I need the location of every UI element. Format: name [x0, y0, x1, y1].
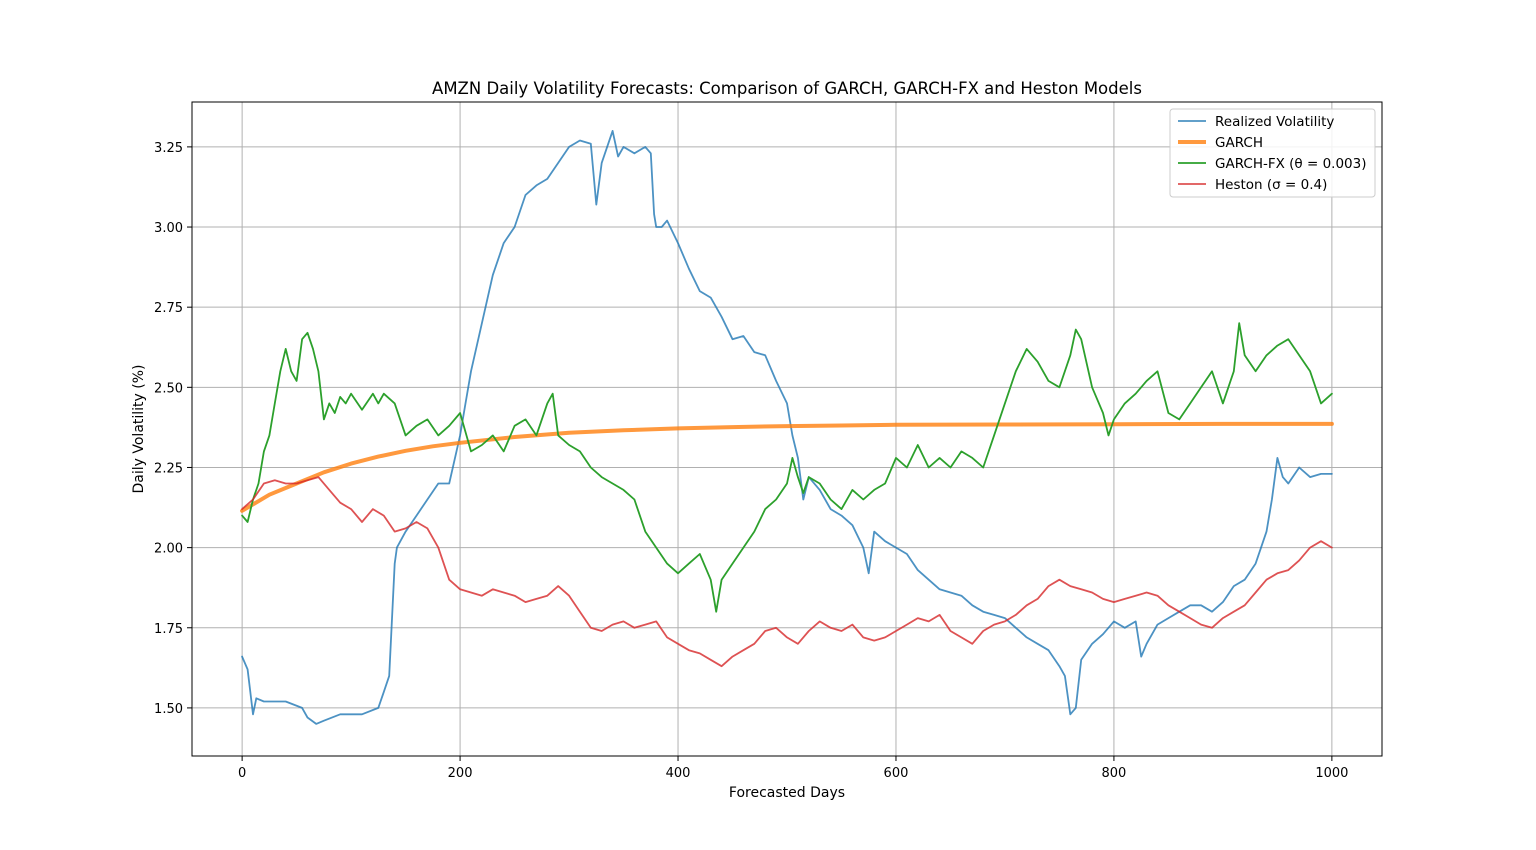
- y-tick-label: 2.50: [154, 381, 183, 396]
- y-tick-label: 2.75: [154, 301, 183, 316]
- y-axis-label: Daily Volatility (%): [131, 364, 147, 493]
- y-tick-label: 2.00: [154, 542, 183, 557]
- y-tick-label: 1.75: [154, 622, 183, 637]
- x-tick-label: 800: [1102, 766, 1127, 781]
- grid-lines: [192, 102, 1382, 756]
- series-line-garch-fx: [241, 322, 1333, 613]
- x-axis-label: Forecasted Days: [729, 785, 845, 801]
- legend-label-garch: GARCH: [1215, 135, 1263, 151]
- series-line-heston: [241, 476, 1333, 668]
- chart-title: AMZN Daily Volatility Forecasts: Compari…: [432, 79, 1142, 98]
- x-tick-label: 400: [666, 766, 691, 781]
- x-tick-label: 0: [238, 766, 246, 781]
- legend-label-realized-volatility: Realized Volatility: [1215, 114, 1334, 130]
- series-lines: [240, 129, 1334, 725]
- legend-label-garch-fx: GARCH-FX (θ = 0.003): [1215, 156, 1367, 172]
- series-line-garch: [240, 421, 1334, 513]
- x-tick-label: 1000: [1315, 766, 1348, 781]
- y-tick-label: 3.00: [154, 221, 183, 236]
- plot-frame: [191, 101, 1383, 757]
- x-tick-label: 200: [448, 766, 473, 781]
- y-tick-label: 1.50: [154, 702, 183, 717]
- y-tick-label: 3.25: [154, 141, 183, 156]
- x-tick-label: 600: [884, 766, 909, 781]
- y-tick-label: 2.25: [154, 461, 183, 476]
- legend: Realized Volatility GARCH GARCH-FX (θ = 0.…: [1169, 108, 1376, 198]
- axis-ticks: 0 200 400 600 800 1000 1.50 1.75 2.00 2.25 2.50 2.7…: [154, 141, 1348, 781]
- legend-box: [1169, 108, 1376, 198]
- legend-label-heston: Heston (σ = 0.4): [1215, 177, 1327, 193]
- series-line-realized-volatility: [241, 129, 1333, 725]
